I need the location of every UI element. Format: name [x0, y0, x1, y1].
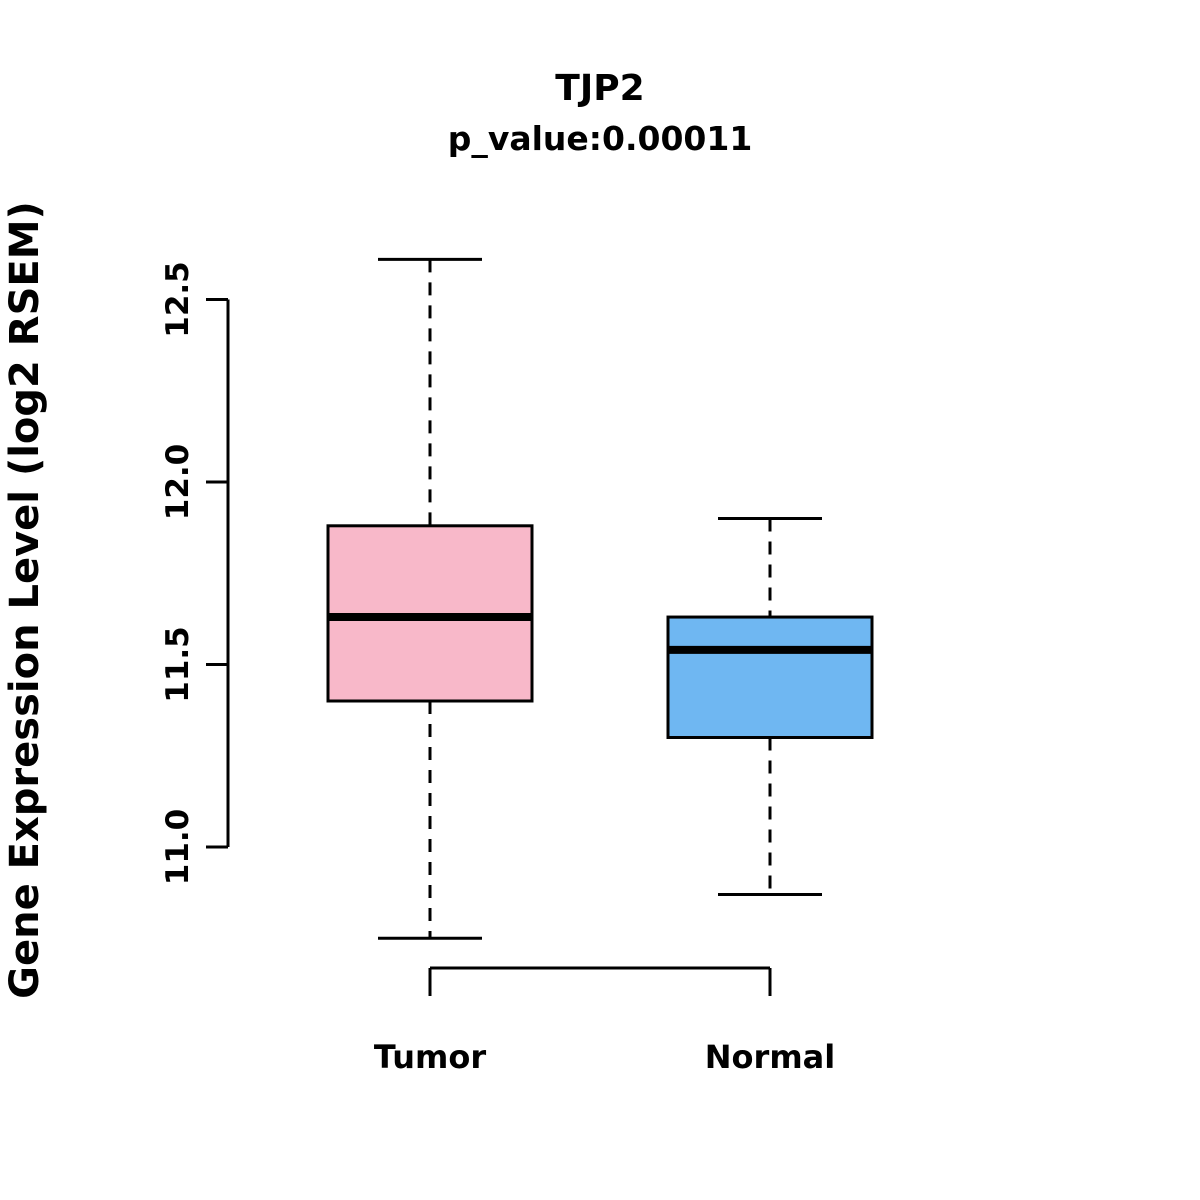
y-tick-label: 11.5: [160, 626, 196, 703]
chart-subtitle: p_value:0.00011: [448, 119, 753, 158]
y-tick-label: 11.0: [160, 809, 196, 886]
y-tick-label: 12.0: [160, 444, 196, 521]
y-axis-title: Gene Expression Level (log2 RSEM): [2, 201, 48, 999]
x-category-label-normal: Normal: [705, 1038, 835, 1076]
x-category-label-tumor: Tumor: [374, 1038, 486, 1076]
box-normal: [666, 615, 874, 739]
plot-layer: 11.0 11.5 12.0 12.5 Tumor Normal: [160, 257, 874, 1076]
y-tick-label: 12.5: [160, 261, 196, 338]
chart-title: TJP2: [555, 68, 644, 109]
